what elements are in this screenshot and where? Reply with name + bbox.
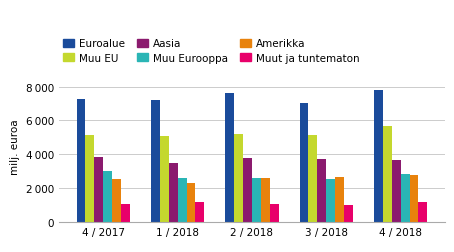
Bar <box>178 178 187 222</box>
Bar <box>225 93 234 222</box>
Bar <box>243 159 252 222</box>
Bar <box>121 204 130 222</box>
Bar <box>326 179 335 222</box>
Bar <box>151 101 160 222</box>
Bar <box>400 174 410 222</box>
Bar <box>104 171 112 222</box>
Bar <box>252 178 261 222</box>
Bar <box>160 137 169 222</box>
Bar <box>77 99 85 222</box>
Bar <box>335 177 344 222</box>
Bar <box>196 202 204 222</box>
Bar <box>317 160 326 222</box>
Y-axis label: milj. euroa: milj. euroa <box>10 118 20 174</box>
Bar <box>419 202 427 222</box>
Bar <box>94 157 104 222</box>
Bar <box>392 161 400 222</box>
Bar <box>344 205 353 222</box>
Bar <box>383 126 392 222</box>
Bar <box>270 204 279 222</box>
Bar <box>300 103 308 222</box>
Bar <box>187 183 196 222</box>
Bar <box>234 134 243 222</box>
Bar <box>85 135 94 222</box>
Bar <box>112 180 121 222</box>
Legend: Euroalue, Muu EU, Aasia, Muu Eurooppa, Amerikka, Muut ja tuntematon: Euroalue, Muu EU, Aasia, Muu Eurooppa, A… <box>59 35 364 68</box>
Bar <box>374 91 383 222</box>
Bar <box>308 135 317 222</box>
Bar <box>169 163 178 222</box>
Bar <box>261 178 270 222</box>
Bar <box>410 176 419 222</box>
